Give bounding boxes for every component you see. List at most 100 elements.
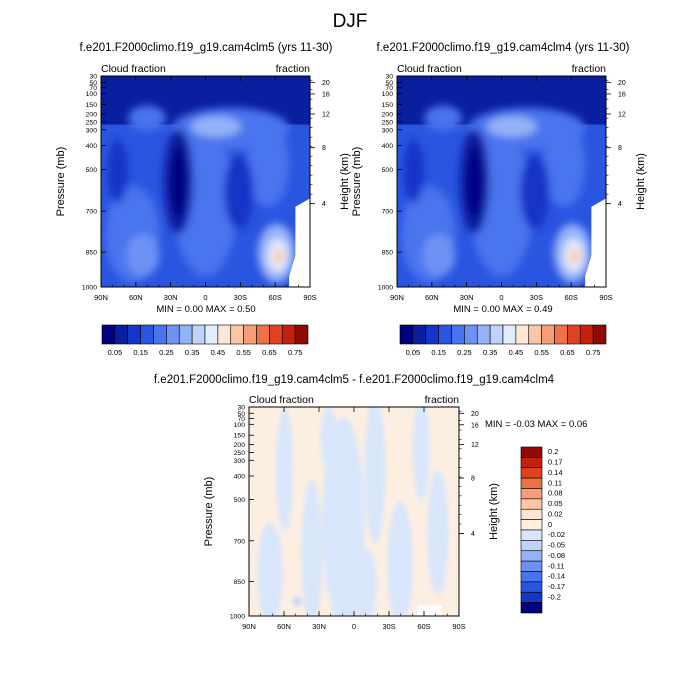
y-right-tick-label: 8 xyxy=(618,145,622,152)
x-tick-label: 0 xyxy=(499,293,503,302)
blob xyxy=(422,234,456,277)
blob xyxy=(387,501,413,616)
y-tick-label: 30 xyxy=(237,405,245,412)
colorbar-swatch xyxy=(281,324,296,345)
blob xyxy=(320,407,338,470)
colorbar-label: -0.11 xyxy=(548,561,565,570)
colorbar-label: 0.45 xyxy=(211,348,226,357)
y-right-tick-label: 16 xyxy=(618,91,626,98)
colorbar-swatch xyxy=(294,324,309,345)
colorbar-label: 0.45 xyxy=(509,348,524,357)
y-tick-label: 30 xyxy=(89,74,97,81)
colorbar-swatch xyxy=(438,324,452,345)
blob xyxy=(520,154,550,231)
left-corner-label: Cloud fraction xyxy=(101,63,166,75)
x-tick-label: 90N xyxy=(94,293,108,302)
field-blobs xyxy=(401,105,592,283)
y-right-tick-label: 4 xyxy=(471,531,475,538)
colorbar-label: 0.55 xyxy=(236,348,251,357)
colorbar-swatch xyxy=(476,324,491,345)
missing-region xyxy=(417,605,443,616)
chart-title: f.e201.F2000climo.f19_g19.cam4clm5 (yrs … xyxy=(80,42,333,54)
colorbar-label: 0.35 xyxy=(483,348,498,357)
y-right-tick-label: 8 xyxy=(322,145,326,152)
y-right-tick-label: 4 xyxy=(618,201,622,208)
colorbar-swatch xyxy=(520,591,543,603)
y-tick-label: 850 xyxy=(86,250,98,257)
colorbar-swatch xyxy=(520,446,543,458)
min-max-stats: MIN = -0.03 MAX = 0.06 xyxy=(485,419,587,430)
y-tick-label: 700 xyxy=(234,538,246,545)
y-tick-label: 70 xyxy=(385,85,393,92)
colorbar-label: 0.65 xyxy=(262,348,277,357)
colorbar: 0.05 0.15 0.25 0.35 0.45 0.55 0.65 0.75 xyxy=(399,324,607,357)
colorbar-label: -0.2 xyxy=(548,592,561,601)
y-tick-label: 1000 xyxy=(230,614,245,621)
colorbar-swatch xyxy=(166,324,180,345)
figure-title: DJF xyxy=(332,11,368,32)
colorbar-swatch xyxy=(515,324,530,345)
colorbar-swatch xyxy=(101,324,116,345)
colorbar-label: 0.11 xyxy=(548,478,562,487)
y-right-tick-label: 12 xyxy=(471,442,479,449)
y-tick-label: 150 xyxy=(382,102,394,109)
chart-title: f.e201.F2000climo.f19_g19.cam4clm5 - f.e… xyxy=(154,374,555,386)
colorbar-label: 0.25 xyxy=(457,348,472,357)
colorbar-swatch xyxy=(399,324,414,345)
y-tick-label: 50 xyxy=(385,80,393,87)
colorbar-swatch xyxy=(217,324,232,345)
colorbar-swatch xyxy=(528,324,542,345)
blob xyxy=(276,407,294,533)
y-tick-label: 1000 xyxy=(82,285,97,292)
colorbar-swatch xyxy=(541,324,555,345)
blob xyxy=(247,122,290,207)
colorbar-label: 0.05 xyxy=(108,348,123,357)
x-tick-label: 90S xyxy=(452,622,465,631)
y-right-tick-label: 4 xyxy=(322,201,326,208)
colorbar-swatch xyxy=(204,324,219,345)
colorbar-swatch xyxy=(520,457,543,469)
colorbar-swatch xyxy=(520,581,543,593)
y-right-tick-label: 16 xyxy=(322,91,330,98)
colorbar-label: 0.08 xyxy=(548,489,563,498)
colorbar-swatch xyxy=(425,324,439,345)
y-right-tick-label: 20 xyxy=(618,80,626,87)
colorbar-swatch xyxy=(520,467,543,479)
colorbar-swatch xyxy=(243,324,257,345)
colorbar-swatch xyxy=(592,324,607,345)
x-tick-label: 30N xyxy=(312,622,326,631)
y-tick-label: 100 xyxy=(382,91,394,98)
colorbar-swatch xyxy=(230,324,244,345)
colorbar-label: -0.02 xyxy=(548,530,565,539)
colorbar-swatch xyxy=(520,477,543,489)
colorbar-label: 0.15 xyxy=(133,348,148,357)
colorbar-swatch xyxy=(178,324,193,345)
y-tick-label: 200 xyxy=(382,111,394,118)
y-tick-label: 300 xyxy=(86,127,98,134)
colorbar-label: 0.35 xyxy=(185,348,200,357)
y-tick-label: 500 xyxy=(234,497,246,504)
blob xyxy=(273,249,284,264)
blob xyxy=(293,597,302,606)
x-tick-label: 30S xyxy=(382,622,395,631)
x-tick-label: 90N xyxy=(242,622,256,631)
colorbar: 0.20.170.140.110.080.050.020-0.02-0.05-0… xyxy=(520,446,565,614)
y-tick-label: 1000 xyxy=(378,285,393,292)
y-axis-title: Pressure (mb) xyxy=(55,147,67,217)
min-max-stats: MIN = 0.00 MAX = 0.50 xyxy=(156,304,255,315)
colorbar-swatch xyxy=(554,324,568,345)
plot-field-0 xyxy=(101,76,310,287)
colorbar-swatch xyxy=(520,560,543,572)
blob xyxy=(171,145,186,218)
x-tick-label: 60S xyxy=(417,622,430,631)
y-tick-label: 400 xyxy=(382,143,394,150)
y-axis-title: Pressure (mb) xyxy=(203,477,215,547)
colorbar-swatch xyxy=(269,324,283,345)
y-tick-label: 150 xyxy=(86,102,98,109)
colorbar-label: 0 xyxy=(548,520,552,529)
blob xyxy=(364,407,386,543)
blob xyxy=(569,249,580,264)
blob xyxy=(301,480,323,616)
y-tick-label: 200 xyxy=(234,442,246,449)
right-corner-label: fraction xyxy=(425,394,460,406)
